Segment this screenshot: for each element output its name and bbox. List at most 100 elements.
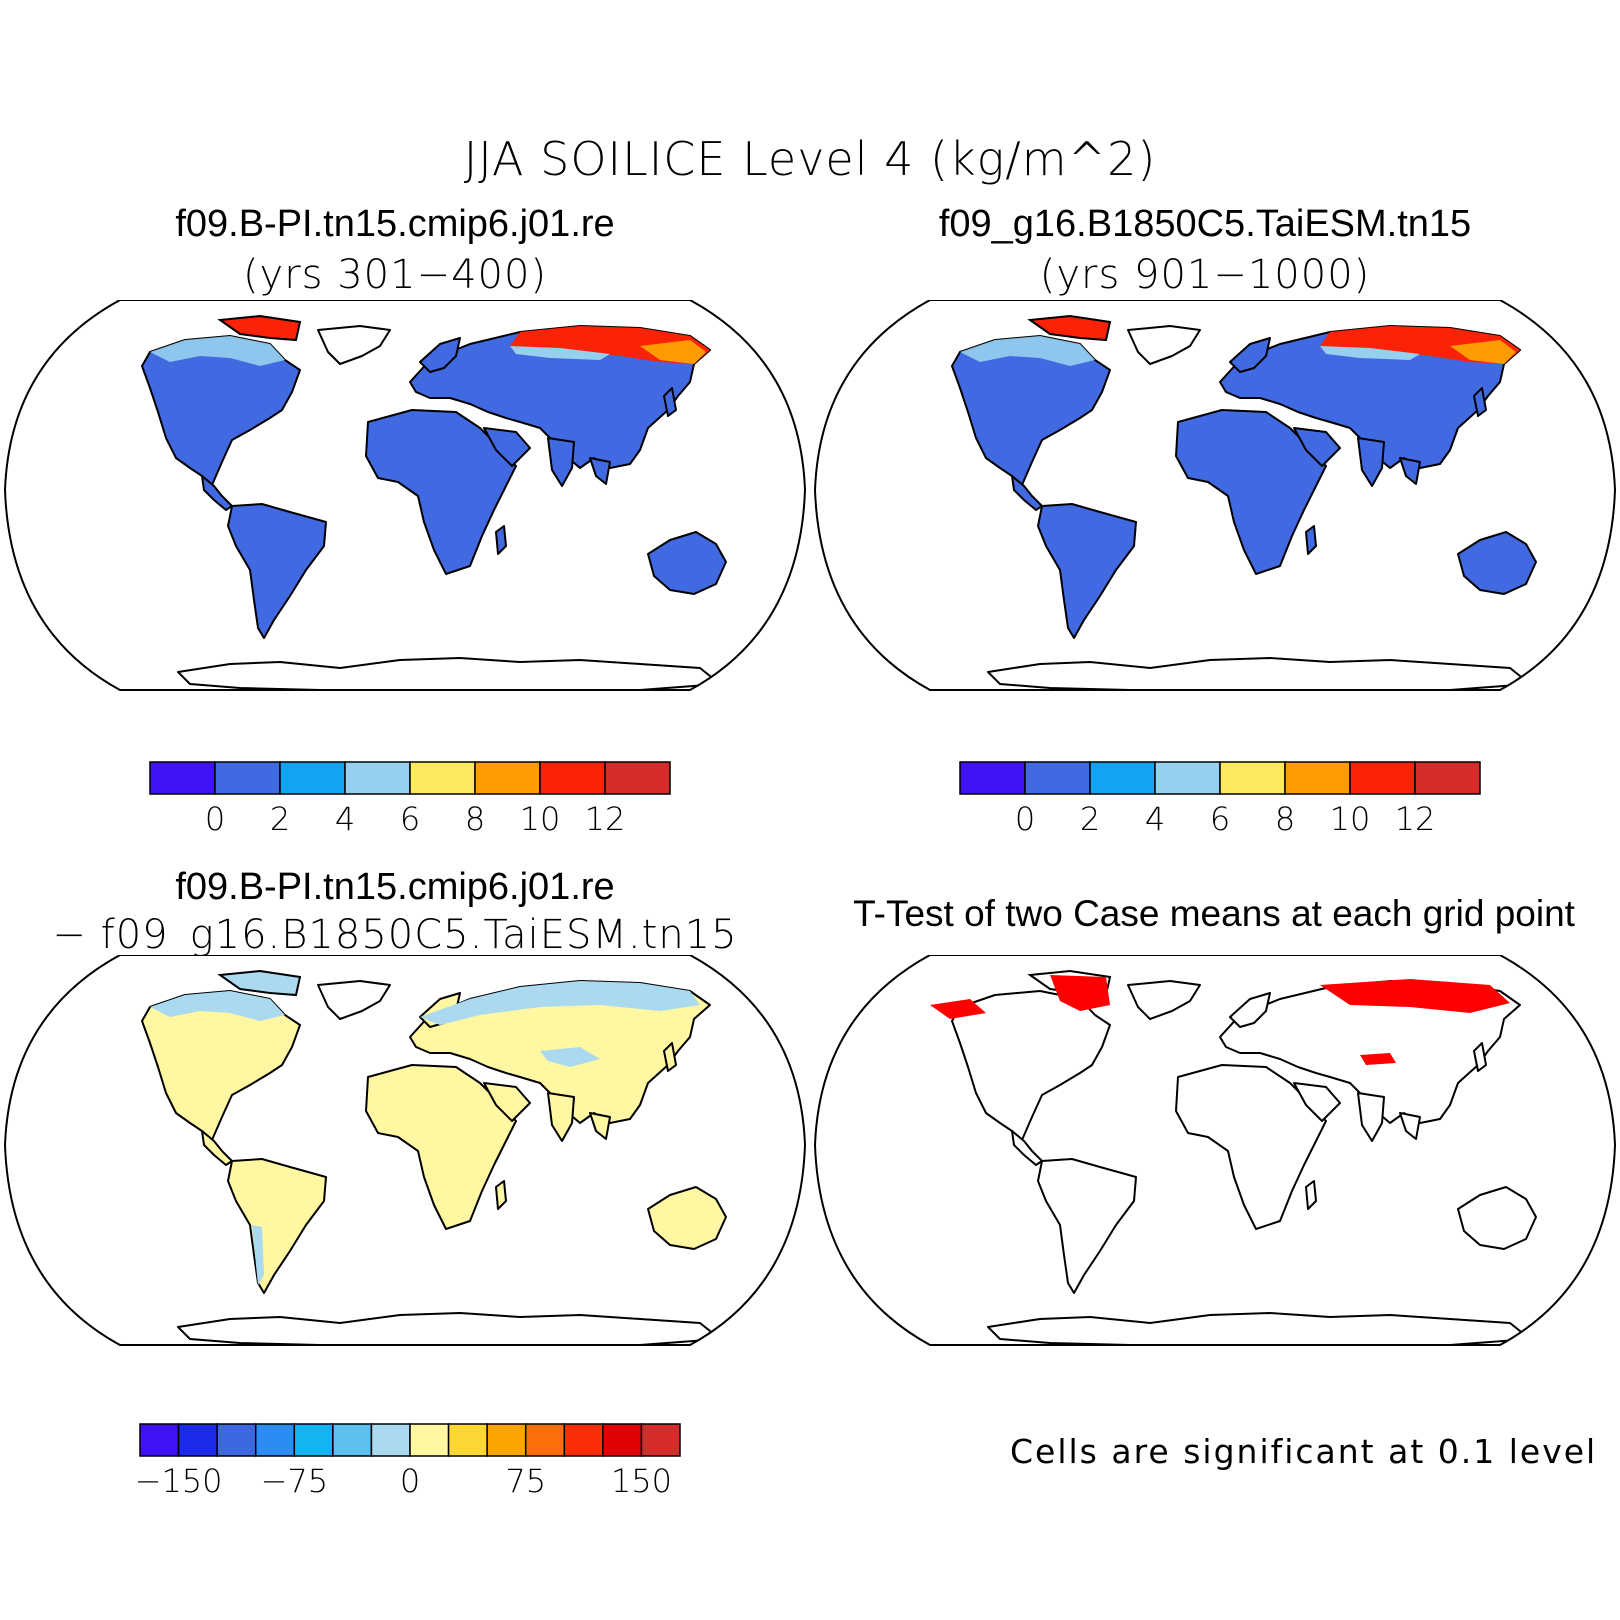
land-africa	[1175, 409, 1327, 575]
land-australia	[647, 1186, 727, 1250]
figure-title: JJA SOILICE Level 4 (kg/m^2)	[463, 132, 1157, 186]
colorbar-box	[332, 1423, 373, 1457]
colorbar-tick-label: 10	[1330, 800, 1371, 838]
land-antarctica	[987, 657, 1531, 690]
land-greenland	[317, 980, 391, 1020]
land-australia	[1457, 531, 1537, 595]
colorbar-tick-label: 0	[400, 1462, 420, 1500]
colorbar-case2: 0 2 4 6 8 10 12	[959, 761, 1481, 838]
field-siberia-low	[510, 346, 610, 360]
colorbar-box	[409, 1423, 450, 1457]
land-arabia	[1293, 427, 1341, 467]
panel4-title: T-Test of two Case means at each grid po…	[853, 893, 1575, 934]
land-southAmerica	[227, 1158, 327, 1294]
colorbar-box	[1414, 761, 1481, 795]
land-seAsia	[1399, 1112, 1421, 1140]
map-ttest	[813, 955, 1617, 1346]
colorbar-tick-label: 0	[1015, 800, 1035, 838]
significance-note: Cells are significant at 0.1 level	[1010, 1432, 1598, 1471]
colorbar-box	[139, 1423, 180, 1457]
colorbar-box	[1284, 761, 1351, 795]
colorbar-tick-label: 4	[335, 800, 355, 838]
colorbar-tick-label: 10	[520, 800, 561, 838]
map-diff	[3, 955, 807, 1346]
land-arabia	[483, 427, 531, 467]
panel2-title: f09_g16.B1850C5.TaiESM.tn15	[938, 203, 1472, 245]
land-madagascar	[1305, 1180, 1317, 1210]
colorbar-box	[149, 761, 216, 795]
field-signif-tibet	[1360, 1053, 1396, 1065]
land-centralAmerica	[1011, 475, 1043, 511]
land-madagascar	[1305, 525, 1317, 555]
land-africa	[365, 409, 517, 575]
land-greenland	[1127, 980, 1201, 1020]
land-antarctica	[177, 1312, 721, 1345]
field-siberia-mid	[1450, 340, 1516, 364]
land-arctic-islands	[217, 314, 302, 342]
field-signif-alaska	[930, 999, 986, 1019]
panel1-title: f09.B-PI.tn15.cmip6.j01.re	[175, 203, 615, 245]
land-arctic-islands	[217, 969, 302, 997]
land-japan	[1473, 1042, 1487, 1072]
colorbar-box	[447, 1423, 488, 1457]
land-japan	[1473, 387, 1487, 417]
colorbar-tick-label: 8	[465, 800, 485, 838]
colorbar-box	[293, 1423, 334, 1457]
land-antarctica	[987, 1312, 1531, 1345]
colorbar-box	[1089, 761, 1156, 795]
panel2-subtitle: (yrs 901−1000)	[1039, 252, 1371, 298]
colorbar-box	[959, 761, 1026, 795]
land-australia	[1457, 1186, 1537, 1250]
land-scandinavia	[419, 337, 461, 373]
colorbar-box	[370, 1423, 411, 1457]
land-madagascar	[495, 525, 507, 555]
map-frame	[813, 300, 1617, 691]
panel3-subtitle: − f09_g16.B1850C5.TaiESM.tn15	[52, 912, 738, 958]
colorbar-box	[409, 761, 476, 795]
colorbar-box	[604, 761, 671, 795]
land-southAmerica	[227, 503, 327, 639]
land-africa	[365, 1064, 517, 1230]
land-india	[547, 437, 575, 487]
land-arabia	[1293, 1082, 1341, 1122]
land-india	[547, 1092, 575, 1142]
land-greenland	[317, 325, 391, 365]
colorbar-tick-label: 12	[1395, 800, 1436, 838]
land-southAmerica	[1037, 503, 1137, 639]
land-arctic-islands	[1027, 314, 1112, 342]
colorbar-diff: −150 −75 0 75 150	[135, 1423, 681, 1500]
colorbar-tick-label: 4	[1145, 800, 1165, 838]
field-arctic-band	[960, 336, 1095, 366]
field-tibet	[540, 1047, 600, 1067]
colorbar-box	[602, 1423, 643, 1457]
land-northAmerica	[141, 335, 301, 486]
land-scandinavia	[1229, 337, 1271, 373]
colorbar-box	[216, 1423, 257, 1457]
map-frame	[813, 955, 1617, 1346]
land-seAsia	[589, 1112, 611, 1140]
land-india	[1357, 1092, 1385, 1142]
colorbar-box	[524, 1423, 566, 1457]
field-siberia-low	[1320, 346, 1420, 360]
land-seAsia	[589, 457, 611, 485]
colorbar-box	[1219, 761, 1286, 795]
land-scandinavia	[1229, 992, 1271, 1028]
land-arabia	[483, 1082, 531, 1122]
land-centralAmerica	[201, 475, 233, 511]
colorbar-box	[344, 761, 411, 795]
field-siberia-mid	[640, 340, 706, 364]
colorbar-box	[254, 1423, 296, 1457]
panel3-title: f09.B-PI.tn15.cmip6.j01.re	[175, 866, 615, 908]
colorbar-box	[1154, 761, 1221, 795]
land-japan	[663, 1042, 677, 1072]
land-antarctica	[177, 657, 721, 690]
land-greenland	[1127, 325, 1201, 365]
colorbar-tick-label: −150	[135, 1462, 223, 1500]
colorbar-box	[563, 1423, 604, 1457]
colorbar-tick-label: 0	[205, 800, 225, 838]
land-seAsia	[1399, 457, 1421, 485]
colorbar-box	[1024, 761, 1091, 795]
field-arctic-band	[150, 991, 285, 1021]
land-centralAmerica	[201, 1130, 233, 1166]
land-australia	[647, 531, 727, 595]
